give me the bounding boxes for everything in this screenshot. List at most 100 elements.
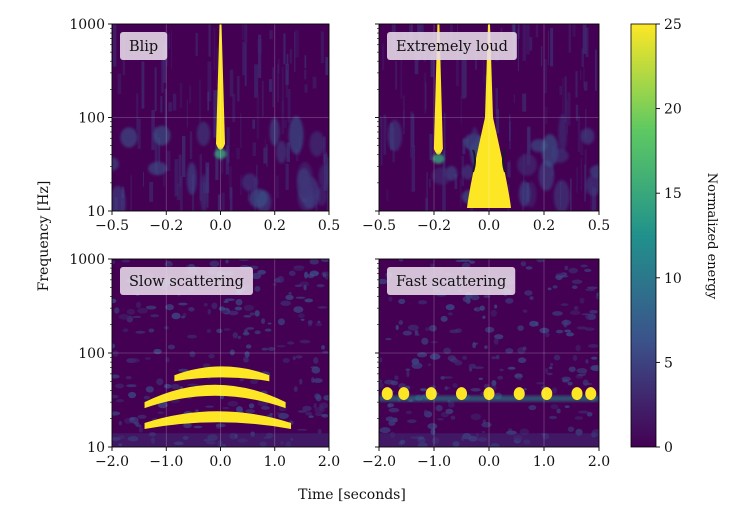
noise-blob <box>260 406 270 410</box>
loud-glitch-cone <box>467 24 511 208</box>
noise-blob <box>307 320 313 325</box>
noise-blob <box>440 315 448 322</box>
noise-streak <box>130 175 132 211</box>
noise-streak <box>207 91 210 111</box>
noise-streak <box>580 69 582 81</box>
noise-blob <box>126 384 137 388</box>
noise-streak <box>459 178 462 208</box>
noise-blob <box>575 428 583 436</box>
noise-blob <box>568 366 576 373</box>
noise-blob <box>429 353 441 360</box>
noise-blob <box>285 294 294 300</box>
noise-streak <box>430 54 434 77</box>
scattering-blob <box>585 387 597 401</box>
noise-blob <box>379 382 384 389</box>
noise-blob <box>299 378 303 385</box>
noise-streak <box>208 24 211 57</box>
noise-streak <box>581 48 585 67</box>
noise-blob <box>489 443 500 447</box>
noise-blob <box>517 153 537 176</box>
noise-blob <box>564 405 570 408</box>
heatmap-texture <box>379 24 599 211</box>
noise-blob <box>227 400 239 407</box>
noise-streak <box>568 24 571 53</box>
noise-streak <box>482 44 484 82</box>
noise-streak <box>429 178 431 188</box>
noise-streak <box>236 147 240 160</box>
y-axis-label: Frequency [Hz] <box>36 181 52 292</box>
glitch-spike <box>433 24 443 155</box>
noise-streak <box>529 36 533 51</box>
cone-notch <box>472 149 476 173</box>
noise-blob <box>244 351 250 358</box>
panel-title: Fast scattering <box>387 267 516 295</box>
noise-blob <box>580 264 588 268</box>
noise-blob <box>115 399 124 403</box>
noise-streak <box>281 66 284 114</box>
scattering-arch <box>174 366 270 382</box>
noise-blob <box>517 357 527 364</box>
noise-blob <box>299 339 311 344</box>
noise-streak <box>443 112 446 157</box>
noise-blob <box>590 365 599 372</box>
noise-streak <box>289 49 292 64</box>
noise-blob <box>261 318 266 324</box>
noise-streak <box>142 171 144 187</box>
noise-blob <box>591 429 599 437</box>
noise-blob <box>138 426 143 433</box>
noise-streak <box>232 93 236 123</box>
colorbar-tick-label: 15 <box>664 186 682 202</box>
noise-streak <box>229 187 233 211</box>
panel-title: Blip <box>120 32 168 60</box>
noise-blob <box>574 416 584 420</box>
noise-blob <box>245 344 252 349</box>
noise-blob <box>590 356 598 360</box>
noise-streak <box>527 126 531 154</box>
noise-blob <box>462 355 468 360</box>
noise-blob <box>490 309 498 317</box>
noise-streak <box>566 99 569 135</box>
noise-blob <box>165 357 170 363</box>
noise-blob <box>388 420 396 426</box>
x-tick-label: 0.5 <box>588 218 610 234</box>
noise-blob <box>481 430 486 434</box>
spike-glow <box>214 148 227 159</box>
noise-blob <box>548 366 553 370</box>
x-tick-label: 0.5 <box>318 218 340 234</box>
noise-blob <box>321 345 326 350</box>
noise-streak <box>522 93 527 112</box>
panel-3: −2.0 −1.0 0.0 1.0 2.0 10 100 1000 Slow scatterin… <box>69 252 340 470</box>
noise-blob <box>416 352 428 358</box>
panel-title-box <box>387 32 517 60</box>
noise-blob <box>421 337 429 345</box>
noise-blob <box>180 316 185 319</box>
noise-streak <box>424 82 427 110</box>
noise-blob <box>225 259 229 264</box>
noise-streak <box>112 24 117 67</box>
noise-blob <box>385 337 392 341</box>
noise-blob <box>305 411 313 416</box>
noise-blob <box>148 161 168 176</box>
noise-streak <box>158 137 161 164</box>
noise-blob <box>562 379 570 383</box>
noise-blob <box>238 259 249 262</box>
noise-blob <box>414 330 419 335</box>
noise-blob <box>314 406 325 414</box>
noise-blob <box>196 121 211 146</box>
noise-blob <box>427 423 438 430</box>
noise-blob <box>402 330 413 336</box>
noise-streak <box>252 142 257 156</box>
noise-blob <box>491 356 497 360</box>
noise-blob <box>555 272 565 276</box>
noise-streak <box>562 78 564 118</box>
noise-blob <box>414 333 420 336</box>
noise-blob <box>232 332 238 339</box>
noise-blob <box>572 355 578 362</box>
noise-blob <box>450 415 456 420</box>
noise-blob <box>128 391 137 399</box>
noise-streak <box>161 59 164 93</box>
noise-blob <box>264 328 272 332</box>
noise-blob <box>137 308 148 314</box>
noise-streak <box>460 95 463 125</box>
